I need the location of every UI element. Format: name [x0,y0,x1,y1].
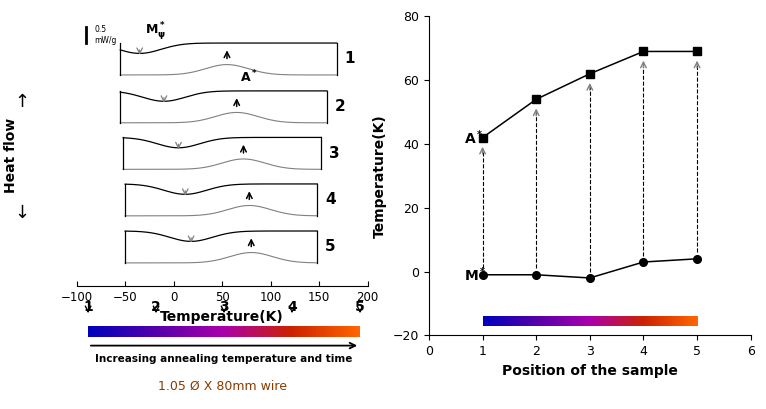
Text: 1: 1 [345,52,355,67]
X-axis label: Position of the sample: Position of the sample [502,364,678,378]
Text: 1: 1 [83,300,93,314]
Text: ↑: ↑ [14,93,29,111]
Text: 1.05 Ø X 80mm wire: 1.05 Ø X 80mm wire [158,380,286,393]
Text: $\mathbf{M^*_\psi}$: $\mathbf{M^*_\psi}$ [145,20,165,43]
Text: $\mathbf{A^*}$: $\mathbf{A^*}$ [240,69,257,85]
Text: $\mathbf{A^*}$: $\mathbf{A^*}$ [464,128,483,147]
Text: 0.5
mW/g: 0.5 mW/g [94,25,116,45]
Text: 3: 3 [219,300,229,314]
Text: 5: 5 [325,239,336,254]
Text: Heat flow: Heat flow [5,118,18,193]
Text: 3: 3 [329,146,339,161]
Text: 2: 2 [151,300,161,314]
Text: ↓: ↓ [14,204,29,222]
Text: 5: 5 [355,300,365,314]
Y-axis label: Temperature(K): Temperature(K) [373,114,388,238]
Text: 4: 4 [325,192,336,207]
Text: $\mathbf{M^*}$: $\mathbf{M^*}$ [464,265,486,284]
Text: 4: 4 [287,300,297,314]
Text: 2: 2 [335,99,345,115]
X-axis label: Temperature(K): Temperature(K) [160,310,284,324]
Text: Increasing annealing temperature and time: Increasing annealing temperature and tim… [96,354,352,364]
